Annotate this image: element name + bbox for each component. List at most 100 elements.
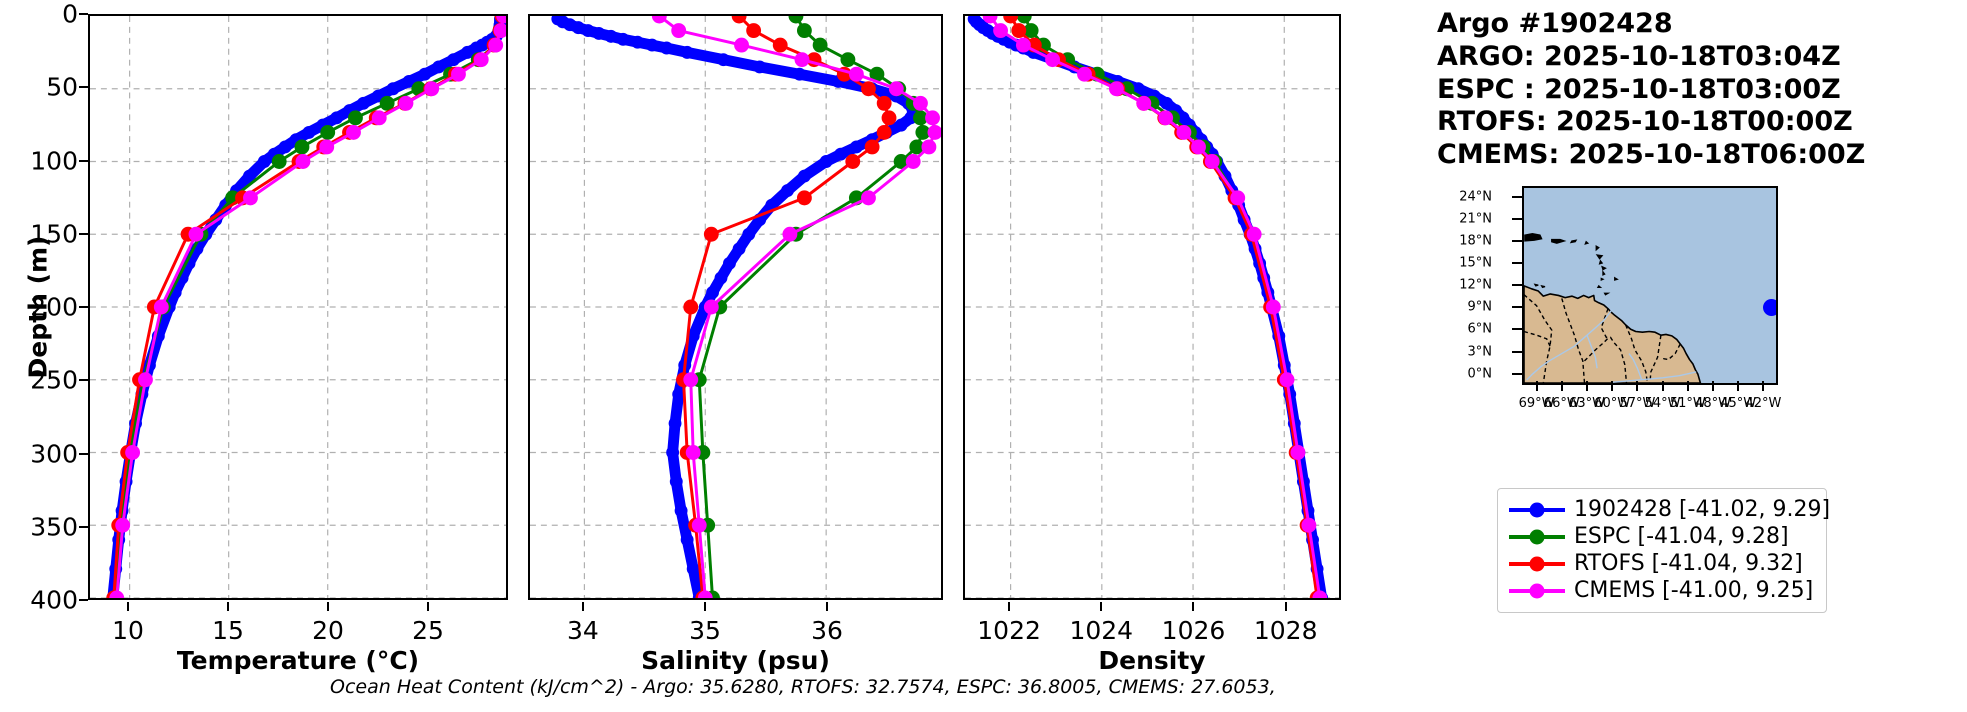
series-marker-argo (672, 387, 686, 401)
legend-item[interactable]: RTOFS [-41.04, 9.32] (1509, 550, 1815, 577)
series-marker-cmems (188, 226, 204, 242)
island (1602, 269, 1606, 276)
map-lon-tick (1686, 381, 1689, 391)
x-tick-mark (703, 602, 706, 611)
x-tick-label: 1026 (1161, 616, 1226, 645)
header-line-4: CMEMS: 2025-10-18T06:00Z (1437, 139, 1866, 171)
map-lon-tick (1535, 381, 1538, 391)
series-marker-rtofs (1003, 16, 1019, 24)
x-tick-label: 34 (567, 616, 599, 645)
island (1584, 240, 1590, 245)
series-marker-argo (257, 155, 271, 168)
series-marker-espc (913, 110, 928, 126)
salinity-profile-panel (528, 14, 943, 600)
map-lat-label: 6°N (1467, 321, 1493, 337)
series-marker-cmems (1230, 190, 1246, 206)
location-map: 0°N 3°N 6°N 9°N 12°N 15°N 18°N 21°N 24°N 69°W 66°W… (1456, 182, 1816, 412)
density-plot-area (965, 16, 1339, 598)
depth-tick-label: 250 (30, 365, 78, 395)
legend-item[interactable]: 1902428 [-41.02, 9.29] (1509, 496, 1830, 523)
float-position-marker (1763, 298, 1776, 316)
series-marker-argo (753, 60, 767, 74)
x-tick-mark (581, 602, 584, 611)
series-marker-cmems (1290, 445, 1306, 460)
series-marker-argo (660, 41, 674, 55)
depth-tick-label: 200 (30, 292, 78, 322)
series-marker-cmems (1265, 299, 1281, 315)
series-marker-rtofs (864, 139, 880, 155)
map-lat-label: 12°N (1459, 277, 1492, 293)
temperature-axis-label: Temperature (°C) (176, 646, 420, 675)
x-tick-label: 1028 (1253, 616, 1318, 645)
island (1569, 239, 1578, 244)
series-marker-cmems (925, 110, 940, 126)
legend-swatch (1509, 555, 1565, 573)
depth-axis: Depth (m) 0 50 100 150 200 250 300 350 400 (0, 0, 88, 615)
series-marker-cmems (671, 23, 687, 38)
map-lat-tick (1512, 218, 1522, 221)
series-marker-argo (716, 53, 730, 67)
river (1612, 371, 1697, 383)
x-tick-label: 36 (811, 616, 843, 645)
depth-tick-label: 100 (30, 146, 78, 175)
map-lon-label: 69°W (1518, 396, 1555, 411)
x-tick-mark (1008, 602, 1011, 611)
legend-item[interactable]: CMEMS [-41.00, 9.25] (1509, 577, 1815, 604)
legend-dot (1529, 502, 1545, 517)
series-marker-argo (616, 32, 630, 46)
series-line-cmems (657, 16, 937, 598)
series-marker-argo (666, 446, 680, 459)
series-marker-cmems (734, 37, 749, 53)
legend-item[interactable]: ESPC [-41.04, 9.28] (1509, 523, 1815, 550)
series-marker-cmems (921, 139, 937, 155)
series-marker-cmems (125, 445, 141, 460)
map-lat-label: 0°N (1467, 366, 1493, 382)
country-border (1649, 335, 1662, 383)
series-marker-rtofs (845, 154, 861, 169)
series-line-argo (552, 16, 919, 598)
series-marker-argo (278, 140, 292, 154)
series-marker-argo (1160, 96, 1174, 110)
series-marker-cmems (1246, 226, 1262, 242)
island (1595, 244, 1600, 252)
series-marker-cmems (1312, 590, 1328, 598)
series-marker-espc (1016, 16, 1032, 24)
series-marker-argo (645, 38, 659, 52)
series-marker-espc (320, 124, 336, 140)
salinity-x-ticks: 34 35 36 (528, 602, 943, 645)
country-border (1600, 308, 1628, 383)
series-marker-cmems (1136, 95, 1152, 111)
series-marker-argo (668, 416, 682, 430)
series-marker-espc (796, 23, 812, 38)
header-line-1: ARGO: 2025-10-18T03:04Z (1437, 40, 1841, 72)
map-lat-tick (1512, 372, 1522, 375)
depth-tick-mark (79, 232, 88, 235)
legend-dot (1529, 529, 1545, 544)
series-marker-espc (812, 37, 828, 53)
series-marker-espc (294, 139, 310, 155)
salinity-axis-label: Salinity (psu) (641, 646, 830, 675)
legend-swatch (1509, 582, 1565, 600)
series-marker-cmems (691, 517, 707, 533)
series-marker-argo (849, 140, 863, 154)
series-marker-cmems (1301, 517, 1317, 533)
river (1586, 334, 1598, 369)
series-marker-rtofs (731, 16, 747, 24)
series-marker-cmems (697, 590, 713, 598)
map-lat-tick (1512, 262, 1522, 265)
map-lat-tick (1512, 196, 1522, 199)
series-marker-cmems (451, 66, 466, 82)
river (1526, 360, 1550, 381)
country-border (1524, 294, 1553, 383)
series-marker-argo (669, 475, 683, 489)
x-tick-label: 1024 (1069, 616, 1134, 645)
map-lon-tick (1737, 381, 1740, 391)
series-marker-rtofs (683, 299, 699, 315)
series-marker-cmems (993, 23, 1009, 38)
series-marker-argo (706, 285, 719, 299)
map-lat-tick (1512, 328, 1522, 331)
island (1598, 259, 1604, 265)
series-legend: 1902428 [-41.02, 9.29] ESPC [-41.04, 9.28… (1497, 488, 1830, 613)
map-lon-label: 51°W (1669, 396, 1706, 411)
